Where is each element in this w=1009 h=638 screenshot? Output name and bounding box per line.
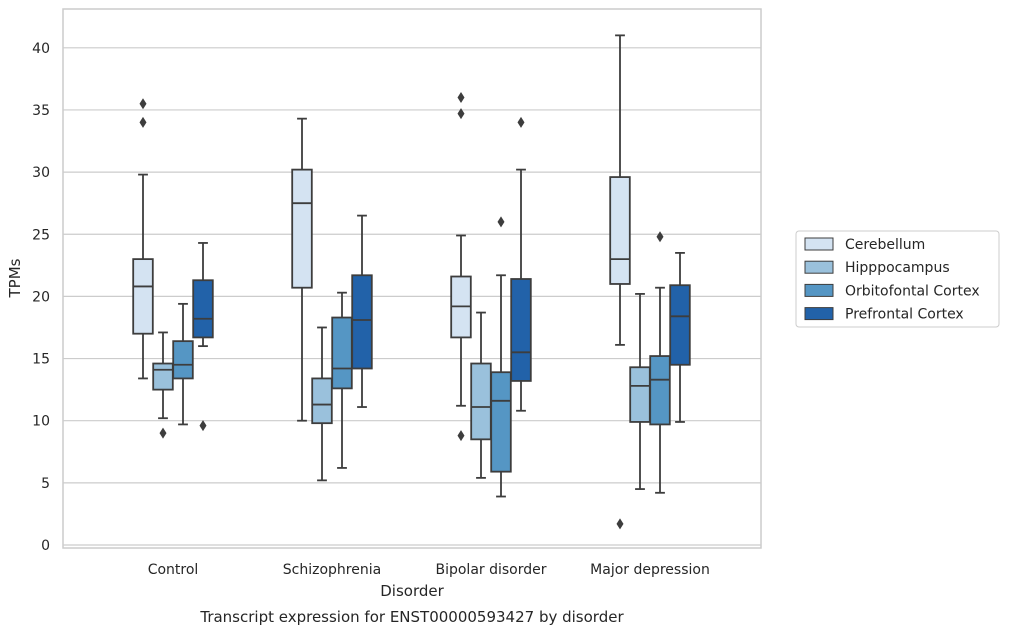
x-tick-label: Control	[148, 562, 199, 578]
x-tick-labels: Control Schizophrenia Bipolar disorder Majo…	[148, 562, 710, 578]
legend-swatch	[804, 283, 834, 297]
box-body	[172, 340, 194, 380]
legend-swatch	[804, 237, 834, 251]
legend-items: Cerebellum Hipppocampus Orbitofontal Corte…	[804, 237, 980, 323]
legend-label: Cerebellum	[845, 237, 925, 253]
box-prefrontal-cortex-major-depression	[669, 251, 691, 423]
outlier-point	[517, 116, 525, 128]
x-tick-label: Schizophrenia	[283, 562, 381, 578]
legend-item-prefrontal-cortex: Prefrontal Cortex	[804, 307, 964, 323]
outlier-point	[656, 231, 664, 243]
legend-frame	[795, 230, 1000, 328]
outlier-point	[497, 216, 505, 228]
box-hipppocampus-schizophrenia	[311, 326, 333, 482]
y-tick-label: 25	[32, 227, 50, 243]
y-tick-label: 10	[32, 414, 50, 430]
y-tick-label: 15	[32, 352, 50, 368]
x-tick-label: Bipolar disorder	[435, 562, 546, 578]
box-cerebellum-control	[132, 98, 154, 380]
legend: Cerebellum Hipppocampus Orbitofontal Corte…	[795, 230, 1000, 328]
box-body	[629, 366, 651, 423]
plot-background	[63, 9, 761, 548]
legend-item-orbitofontal-cortex: Orbitofontal Cortex	[804, 283, 980, 299]
legend-label: Hipppocampus	[845, 260, 950, 276]
y-tick-label: 35	[32, 103, 50, 119]
box-orbitofontal-cortex-schizophrenia	[331, 291, 353, 469]
box-hipppocampus-major-depression	[629, 293, 651, 490]
box-body	[470, 362, 492, 441]
box-hipppocampus-bipolar-disorder	[470, 311, 492, 479]
box-body	[132, 258, 154, 335]
outlier-point	[199, 420, 207, 432]
legend-swatch	[804, 307, 834, 321]
box-cerebellum-schizophrenia	[291, 117, 313, 422]
legend-item-hipppocampus: Hipppocampus	[804, 260, 950, 276]
box-body	[609, 176, 631, 285]
box-prefrontal-cortex-schizophrenia	[351, 214, 373, 408]
box-body	[291, 168, 313, 289]
outlier-point	[457, 108, 465, 120]
legend-label: Orbitofontal Cortex	[845, 283, 980, 299]
chart-caption: Transcript expression for ENST0000059342…	[199, 608, 624, 626]
box-body	[510, 278, 532, 382]
box-orbitofontal-cortex-control	[172, 302, 194, 426]
box-body	[649, 355, 671, 426]
box-hipppocampus-control	[152, 331, 174, 439]
box-body	[490, 371, 512, 473]
box-orbitofontal-cortex-bipolar-disorder	[490, 216, 512, 498]
y-tick-label: 40	[32, 41, 50, 57]
plot-frame	[62, 8, 762, 549]
outlier-point	[457, 430, 465, 442]
box-prefrontal-cortex-bipolar-disorder	[510, 116, 532, 412]
outlier-point	[159, 427, 167, 439]
box-cerebellum-major-depression	[609, 34, 631, 530]
legend-item-cerebellum: Cerebellum	[804, 237, 925, 253]
outlier-point	[457, 92, 465, 104]
box-cerebellum-bipolar-disorder	[450, 92, 472, 442]
box-body	[331, 316, 353, 390]
y-tick-label: 30	[32, 165, 50, 181]
y-tick-label: 0	[41, 538, 50, 554]
box-body	[669, 284, 691, 366]
x-tick-label: Major depression	[590, 562, 710, 578]
outlier-point	[139, 116, 147, 128]
box-prefrontal-cortex-control	[192, 242, 214, 432]
box-body	[152, 362, 174, 391]
outlier-point	[616, 518, 624, 530]
x-axis-label: Disorder	[380, 582, 444, 600]
y-axis-label: TPMs	[6, 258, 24, 298]
box-body	[311, 377, 333, 425]
legend-label: Prefrontal Cortex	[845, 307, 964, 323]
y-tick-label: 5	[41, 476, 50, 492]
box-groups	[132, 34, 691, 530]
y-tick-labels: 0 5 10 15 20 25 30 35 40	[32, 41, 50, 554]
box-body	[192, 279, 214, 339]
outlier-point	[139, 98, 147, 110]
y-tick-label: 20	[32, 289, 50, 305]
box-orbitofontal-cortex-major-depression	[649, 231, 671, 494]
legend-swatch	[804, 260, 834, 274]
box-body	[351, 274, 373, 370]
